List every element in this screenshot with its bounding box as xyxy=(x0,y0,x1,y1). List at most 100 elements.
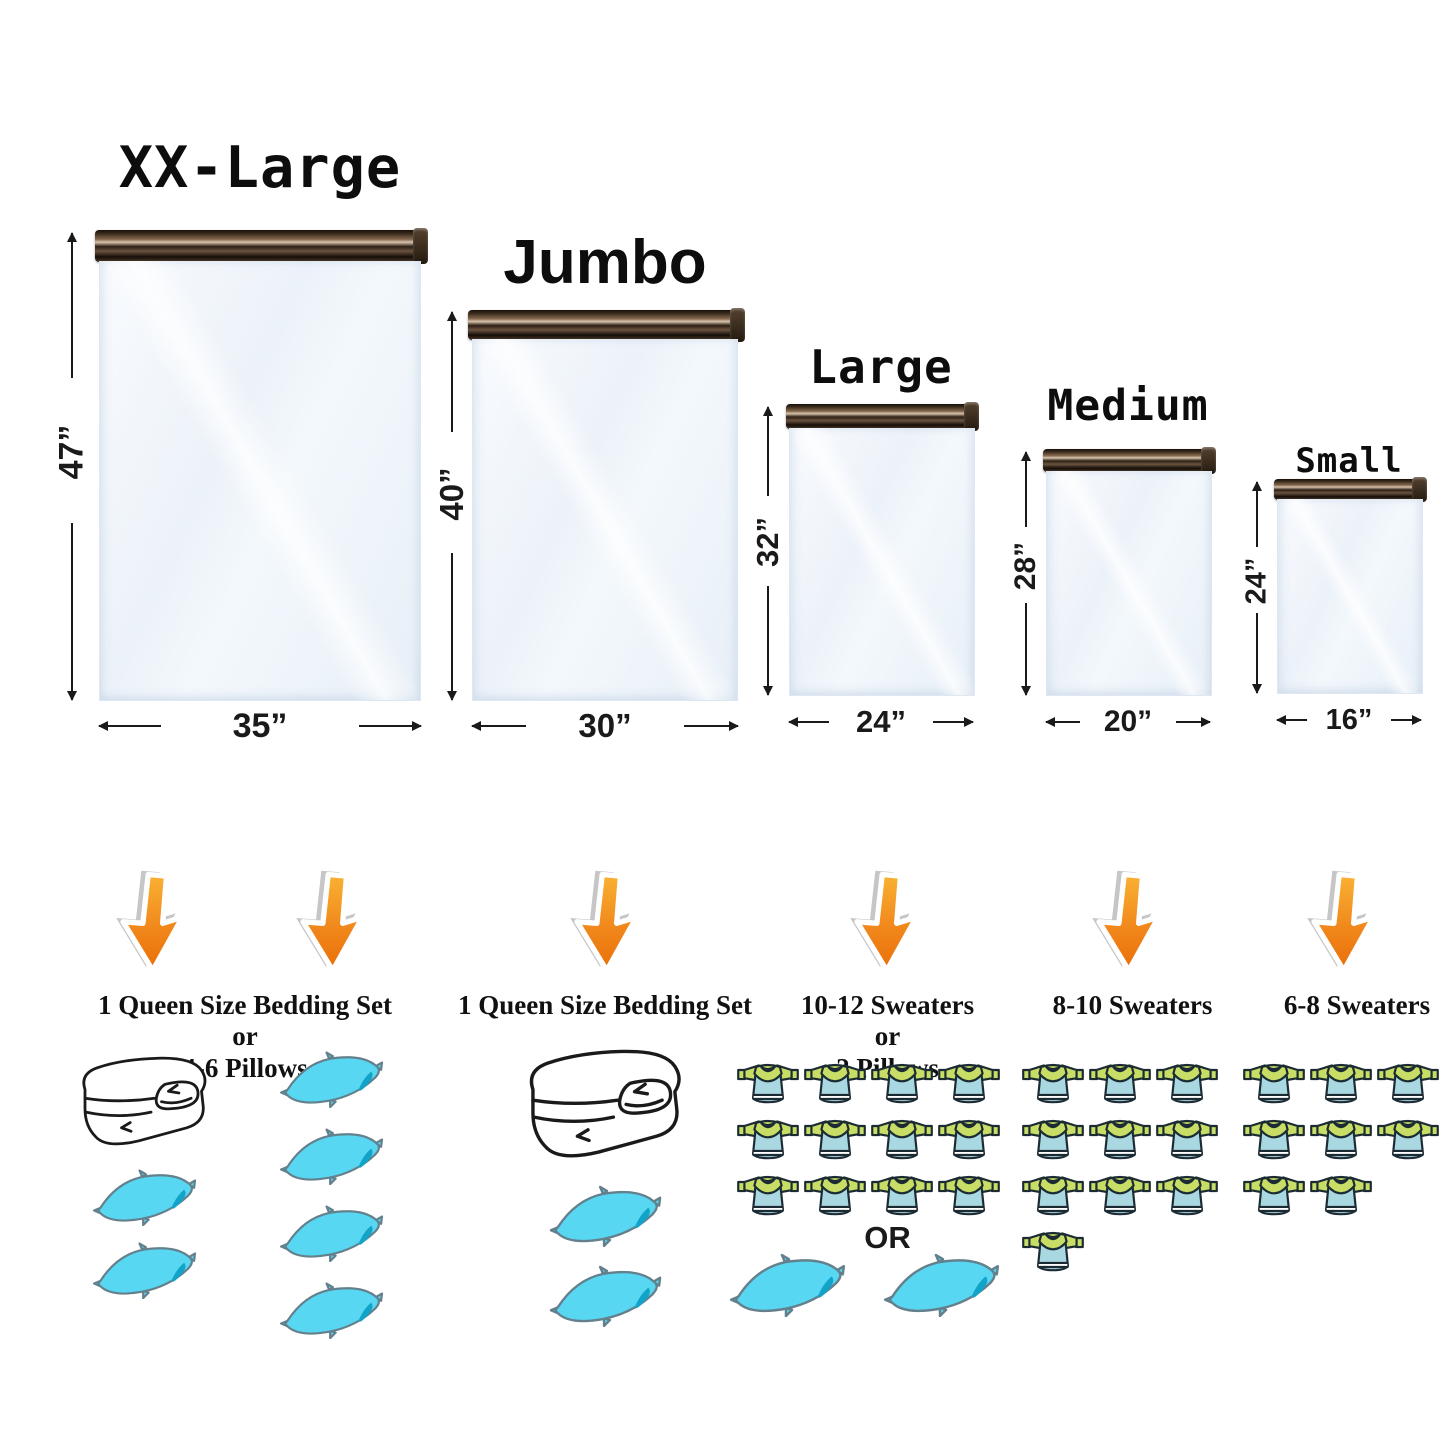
pillow-icon xyxy=(276,1279,388,1339)
pillow-icon xyxy=(880,1250,1004,1317)
sweater-icon xyxy=(1310,1116,1372,1165)
sweater-icon xyxy=(1022,1172,1084,1221)
capacity-line: 10-12 Sweaters xyxy=(800,990,975,1020)
bag-xx-large xyxy=(99,261,421,701)
sweater-icon xyxy=(871,1172,933,1221)
capacity-text-small: 6-8 Sweaters xyxy=(1218,990,1445,1021)
pillow-row xyxy=(726,1250,1004,1317)
width-label: 24” xyxy=(856,704,906,739)
pillow-stack xyxy=(62,1053,227,1299)
sweater-icon xyxy=(1310,1060,1372,1109)
zipper-bar xyxy=(1274,477,1427,502)
dimension-arrow-right xyxy=(1390,715,1422,725)
sweater-icon xyxy=(737,1060,799,1109)
dimension-arrow-left xyxy=(98,721,161,731)
height-label: 24” xyxy=(1240,557,1273,605)
sweater-icon xyxy=(1089,1172,1151,1221)
width-label: 30” xyxy=(578,707,632,744)
capacity-line: or xyxy=(874,1021,901,1052)
sweater-icon xyxy=(1156,1116,1218,1165)
icon-row xyxy=(737,1060,1000,1109)
width-dimension-xx-large: 35” xyxy=(98,704,422,748)
capacity-line: 1 Queen Size Bedding Set xyxy=(97,990,393,1020)
pillow-stack xyxy=(508,1045,703,1327)
sweater-icon xyxy=(1377,1060,1439,1109)
pillow-stack xyxy=(272,1048,392,1339)
down-arrow-icon xyxy=(1295,853,1391,989)
sweater-icon xyxy=(1310,1172,1372,1221)
dimension-arrow-down xyxy=(447,552,457,702)
bag-small xyxy=(1277,499,1423,694)
dimension-arrow-down xyxy=(763,585,773,697)
sweater-icon xyxy=(804,1116,866,1165)
width-dimension-small: 16” xyxy=(1276,698,1422,742)
icon-row xyxy=(1022,1172,1218,1221)
capacity-text-xx-large: 1 Queen Size Bedding Set or 4-6 Pillows xyxy=(55,990,435,1084)
sweater-grid-small xyxy=(1243,1060,1439,1228)
sweater-icon xyxy=(1089,1116,1151,1165)
sweater-icon xyxy=(1243,1116,1305,1165)
sweater-icon xyxy=(804,1060,866,1109)
sweater-icon xyxy=(938,1172,1000,1221)
icon-row xyxy=(737,1172,1000,1221)
icon-row xyxy=(1243,1172,1439,1221)
sweater-icon xyxy=(871,1060,933,1109)
down-arrow-icon xyxy=(838,853,934,989)
height-dimension-small: 24” xyxy=(1237,480,1277,695)
dimension-arrow-right xyxy=(932,717,974,727)
sweater-icon xyxy=(1089,1060,1151,1109)
dimension-arrow-down xyxy=(67,522,77,702)
dimension-arrow-right xyxy=(1176,717,1211,727)
height-label: 40” xyxy=(433,467,470,521)
pillow-icon xyxy=(546,1262,666,1327)
width-label: 35” xyxy=(232,706,288,745)
comforter-icon xyxy=(516,1045,696,1167)
dimension-arrow-left xyxy=(1045,717,1080,727)
icon-row xyxy=(1022,1228,1218,1277)
icon-row xyxy=(1243,1060,1439,1109)
icon-row xyxy=(1022,1060,1218,1109)
capacity-text-jumbo: 1 Queen Size Bedding Set xyxy=(440,990,770,1021)
height-dimension-medium: 28” xyxy=(1006,450,1046,697)
width-dimension-medium: 20” xyxy=(1045,700,1211,744)
capacity-line: 8-10 Sweaters xyxy=(1052,990,1213,1020)
down-arrow-icon xyxy=(558,853,654,989)
zipper-bar xyxy=(468,308,745,342)
width-label: 20” xyxy=(1103,705,1153,738)
pillow-icon xyxy=(546,1182,666,1247)
height-label: 32” xyxy=(750,517,785,568)
sweater-icon xyxy=(871,1116,933,1165)
bag-medium xyxy=(1046,471,1212,696)
zipper-bar xyxy=(786,402,979,431)
width-label: 16” xyxy=(1325,703,1373,736)
capacity-text-medium: 8-10 Sweaters xyxy=(995,990,1270,1021)
sweater-icon xyxy=(1243,1172,1305,1221)
sweater-icon xyxy=(1243,1060,1305,1109)
down-arrow-icon xyxy=(284,853,380,989)
zipper-bar xyxy=(95,228,428,264)
icon-row xyxy=(1243,1116,1439,1165)
bag-large xyxy=(789,428,975,696)
pillow-icon xyxy=(726,1250,850,1317)
sweater-icon xyxy=(938,1116,1000,1165)
dimension-arrow-up xyxy=(447,310,457,433)
width-dimension-jumbo: 30” xyxy=(471,704,739,748)
sweater-icon xyxy=(737,1172,799,1221)
comforter-icon xyxy=(71,1053,219,1153)
pillow-icon xyxy=(89,1239,201,1299)
dimension-arrow-up xyxy=(1021,450,1031,528)
icon-row xyxy=(737,1116,1000,1165)
dimension-arrow-left xyxy=(788,717,829,727)
sweater-icon xyxy=(804,1172,866,1221)
dimension-arrow-right xyxy=(358,721,422,731)
sweater-icon xyxy=(1156,1060,1218,1109)
height-label: 28” xyxy=(1009,542,1042,591)
height-label: 47” xyxy=(52,425,91,480)
capacity-line: 1 Queen Size Bedding Set xyxy=(457,990,753,1020)
sweater-grid-large xyxy=(737,1060,1000,1228)
height-dimension-jumbo: 40” xyxy=(432,310,472,702)
down-arrow-icon xyxy=(1080,853,1176,989)
capacity-line: 6-8 Sweaters xyxy=(1283,990,1431,1020)
down-arrow-icon xyxy=(104,853,200,989)
icon-row xyxy=(1022,1116,1218,1165)
